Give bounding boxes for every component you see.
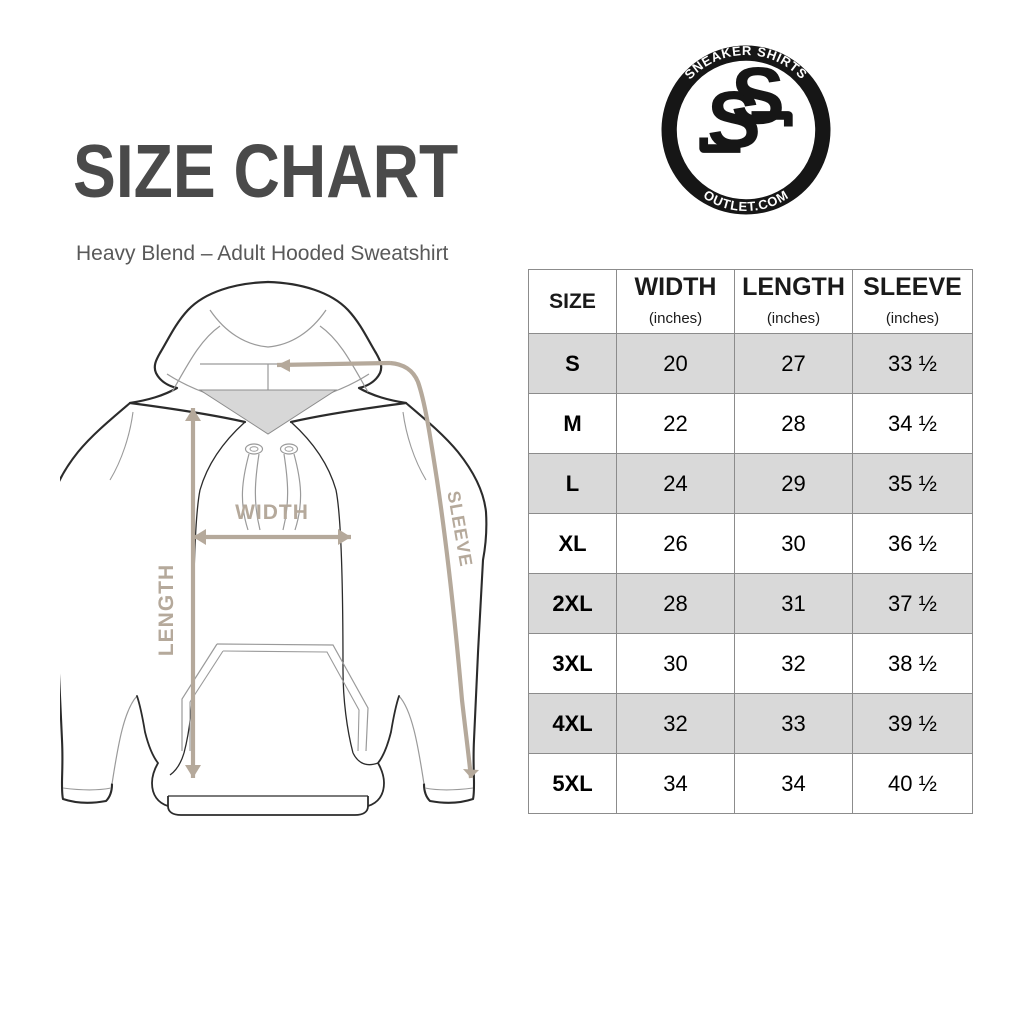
svg-text:WIDTH: WIDTH [235, 501, 309, 524]
svg-text:OUTLET.COM: OUTLET.COM [701, 187, 791, 214]
svg-text:LENGTH: LENGTH [155, 564, 178, 656]
svg-text:S: S [731, 50, 785, 141]
